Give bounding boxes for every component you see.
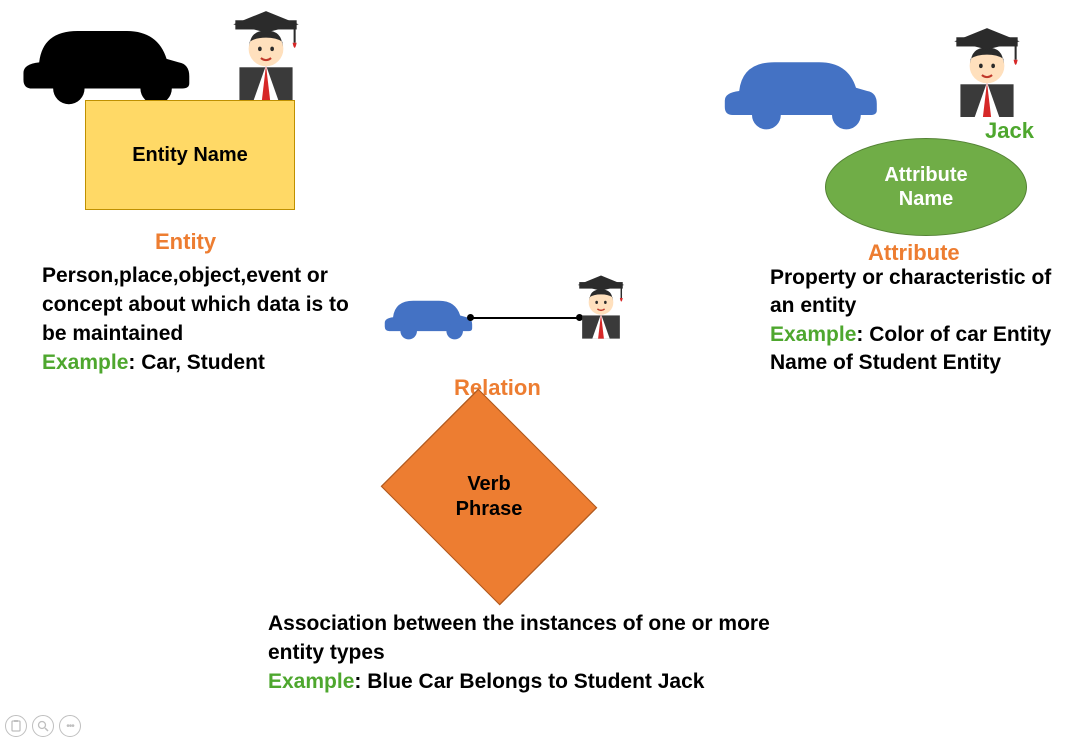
entity-shape-rectangle: Entity Name bbox=[85, 100, 295, 210]
relation-shape-diamond: VerbPhrase bbox=[369, 417, 609, 577]
presentation-toolbar: ••• bbox=[5, 715, 81, 737]
relation-connector-line bbox=[470, 317, 580, 319]
attribute-example-label: Example bbox=[770, 323, 856, 346]
attribute-student-name: Jack bbox=[985, 118, 1034, 144]
attribute-student-icon bbox=[946, 25, 1028, 122]
more-icon[interactable]: ••• bbox=[59, 715, 81, 737]
attribute-shape-label: AttributeName bbox=[884, 163, 967, 211]
relation-example-text: : Blue Car Belongs to Student Jack bbox=[354, 670, 704, 693]
attribute-shape-ellipse: AttributeName bbox=[825, 138, 1027, 236]
relation-description: Association between the instances of one… bbox=[268, 612, 770, 664]
attribute-description: Property or characteristic of an entity bbox=[770, 266, 1051, 317]
relation-description-block: Association between the instances of one… bbox=[268, 610, 798, 697]
relation-title: Relation bbox=[454, 375, 541, 401]
clipboard-icon[interactable] bbox=[5, 715, 27, 737]
relation-car-icon bbox=[382, 289, 474, 346]
attribute-description-block: Property or characteristic of an entity … bbox=[770, 264, 1080, 377]
entity-example-label: Example bbox=[42, 351, 128, 374]
entity-student-icon bbox=[225, 8, 307, 105]
entity-car-icon bbox=[18, 10, 193, 111]
attribute-title: Attribute bbox=[868, 240, 960, 266]
relation-connector-dot-left bbox=[467, 314, 474, 321]
entity-shape-label: Entity Name bbox=[132, 144, 248, 167]
entity-title: Entity bbox=[155, 229, 216, 255]
attribute-car-icon bbox=[720, 43, 880, 136]
relation-example-label: Example bbox=[268, 670, 354, 693]
search-icon[interactable] bbox=[32, 715, 54, 737]
relation-shape-label: VerbPhrase bbox=[456, 472, 523, 522]
entity-description-block: Person,place,object,event or concept abo… bbox=[42, 262, 352, 378]
relation-student-icon bbox=[572, 273, 630, 344]
entity-example-text: : Car, Student bbox=[128, 351, 265, 374]
entity-description: Person,place,object,event or concept abo… bbox=[42, 264, 349, 345]
